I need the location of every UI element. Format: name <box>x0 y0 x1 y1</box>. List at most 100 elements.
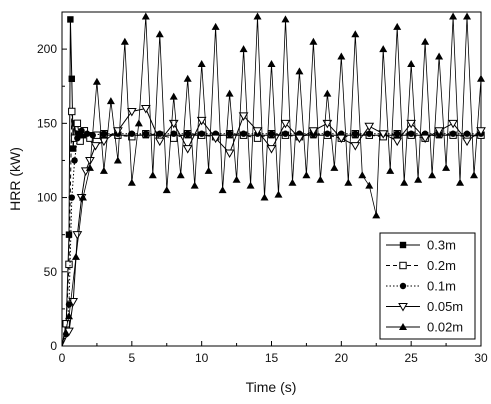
data-point <box>477 74 485 82</box>
data-point <box>126 107 137 117</box>
data-point <box>393 22 402 30</box>
data-point <box>378 130 389 139</box>
data-point <box>308 127 319 136</box>
data-point <box>294 134 305 144</box>
data-point <box>218 186 227 194</box>
data-point <box>456 178 465 186</box>
data-point <box>240 130 247 137</box>
data-point <box>462 137 472 147</box>
data-point <box>324 130 331 137</box>
data-point <box>65 231 73 238</box>
data-point <box>72 231 83 240</box>
data-point <box>134 119 143 127</box>
data-point <box>435 52 444 60</box>
data-point <box>434 127 444 136</box>
data-point <box>463 12 472 20</box>
data-point <box>182 145 193 154</box>
data-point <box>476 127 486 136</box>
legend-label: 0.2m <box>427 258 456 273</box>
data-point <box>78 193 87 201</box>
data-point <box>197 59 206 67</box>
data-point <box>106 97 115 105</box>
data-point <box>196 116 207 126</box>
data-point <box>156 130 163 137</box>
data-point <box>337 52 346 60</box>
data-point <box>140 104 151 114</box>
data-point <box>65 260 73 269</box>
data-point <box>69 145 77 152</box>
data-point <box>288 178 297 186</box>
data-point <box>470 171 479 179</box>
data-point <box>421 37 430 45</box>
data-point <box>224 149 235 159</box>
data-point <box>428 171 437 179</box>
data-point <box>253 12 262 20</box>
data-point <box>127 178 136 186</box>
data-point <box>358 171 367 179</box>
data-point <box>85 163 94 171</box>
x-axis-title: Time (s) <box>246 379 297 395</box>
data-point <box>78 127 85 134</box>
y-tick-label: 0 <box>50 339 57 353</box>
data-point <box>442 163 451 171</box>
legend-label: 0.1m <box>427 279 456 294</box>
data-point <box>295 67 304 75</box>
data-point <box>148 171 157 179</box>
legend-marker <box>398 303 408 312</box>
legend-label: 0.02m <box>427 320 463 335</box>
y-axis-title: HRR (kW) <box>7 147 23 211</box>
data-point <box>407 130 415 137</box>
data-point <box>183 74 192 82</box>
data-point <box>400 178 409 186</box>
data-point <box>71 252 80 260</box>
data-point <box>74 134 81 142</box>
data-point <box>302 171 311 179</box>
data-point <box>232 175 241 183</box>
legend: 0.3m 0.2m 0.1m 0.05m 0.02m <box>379 232 476 340</box>
series-layer <box>61 12 486 347</box>
data-point <box>210 134 221 144</box>
data-point <box>386 166 395 174</box>
legend-marker <box>399 282 407 290</box>
data-point <box>67 16 74 23</box>
data-point <box>100 130 108 137</box>
data-point <box>113 156 122 164</box>
data-point <box>246 181 255 189</box>
data-point <box>120 37 129 45</box>
data-point <box>266 145 277 154</box>
series-0.1m <box>61 127 485 347</box>
legend-label: 0.05m <box>427 299 463 314</box>
legend-marker <box>399 323 407 330</box>
data-point <box>274 190 283 198</box>
data-point <box>414 175 423 183</box>
data-point <box>85 156 95 166</box>
data-point <box>420 134 430 144</box>
data-point <box>62 320 70 328</box>
data-point <box>68 75 75 82</box>
data-point <box>406 119 417 129</box>
data-point <box>449 12 458 20</box>
data-point <box>73 119 82 128</box>
data-point <box>90 142 101 151</box>
data-point <box>71 157 78 164</box>
data-point <box>170 130 177 137</box>
x-tick-label: 5 <box>128 351 135 365</box>
legend-marker <box>399 241 407 249</box>
data-point <box>92 77 101 85</box>
x-tick-label: 30 <box>474 351 488 365</box>
data-point <box>128 130 136 137</box>
x-tick-label: 15 <box>265 351 279 365</box>
data-point <box>204 166 213 174</box>
data-point <box>154 137 165 147</box>
series-0.02m <box>61 12 485 347</box>
data-point <box>64 327 74 337</box>
data-point <box>309 37 318 45</box>
data-point <box>316 175 325 183</box>
data-point <box>225 89 234 97</box>
data-point <box>350 142 361 151</box>
data-point <box>190 181 199 189</box>
data-point <box>407 59 416 67</box>
data-point <box>226 130 233 137</box>
y-tick-label: 200 <box>37 42 57 56</box>
data-point <box>379 45 388 53</box>
